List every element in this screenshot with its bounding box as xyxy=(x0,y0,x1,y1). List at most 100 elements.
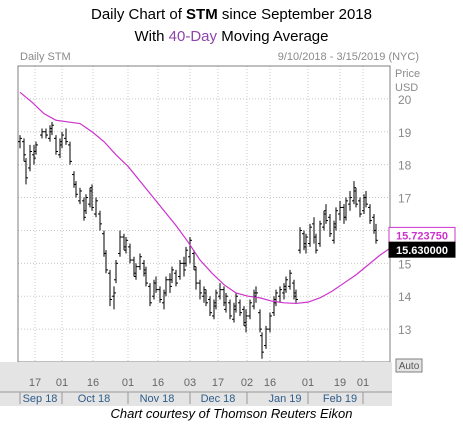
ohlc-bar xyxy=(50,121,54,136)
moving-average-line xyxy=(19,91,401,305)
ohlc-bar xyxy=(284,276,288,293)
last-price-labels: 15.723750 15.630000 xyxy=(388,226,456,258)
ohlc-bar xyxy=(254,286,258,303)
x-tick-label: 01 xyxy=(357,377,369,389)
x-tick-label: 19 xyxy=(334,377,346,389)
ohlc-bar xyxy=(334,207,338,231)
date-range: 9/10/2018 - 3/15/2019 (NYC) xyxy=(278,51,419,63)
auto-button[interactable] xyxy=(395,358,423,373)
ohlc-bar xyxy=(374,223,378,244)
ohlc-bar xyxy=(238,299,242,316)
ohlc-bar xyxy=(98,210,102,231)
ohlc-bar xyxy=(124,237,128,254)
ohlc-bar xyxy=(268,312,272,333)
ohlc-bar xyxy=(138,253,142,270)
ohlc-bar xyxy=(234,292,238,313)
ohlc-bar xyxy=(364,190,368,208)
title-prefix: Daily Chart of xyxy=(91,6,187,23)
ohlc-bar xyxy=(174,269,178,287)
ohlc-bar xyxy=(178,260,182,280)
ohlc-bar xyxy=(22,138,26,162)
subtitle-prefix: With xyxy=(134,28,169,45)
price-label-text: 15.723750 xyxy=(396,230,448,242)
ohlc-bar xyxy=(40,128,44,139)
ohlc-bar xyxy=(78,187,82,205)
y-tick-label: 14 xyxy=(398,290,412,304)
ohlc-bar xyxy=(182,256,186,277)
month-label: Dec 18 xyxy=(201,393,236,405)
ohlc-bar xyxy=(28,144,32,172)
ohlc-bar xyxy=(308,223,312,247)
ohlc-bar xyxy=(224,292,228,313)
ohlc-bar xyxy=(32,144,36,165)
ohlc-bar xyxy=(278,286,282,303)
ohlc-bar xyxy=(194,266,198,290)
ohlc-bar xyxy=(118,230,122,257)
ohlc-bar xyxy=(274,289,278,307)
title-suffix: since September 2018 xyxy=(217,6,372,23)
x-tick-label: 03 xyxy=(184,377,196,389)
ohlc-bar xyxy=(134,263,138,280)
x-tick-label: 01 xyxy=(122,377,134,389)
ohlc-bar xyxy=(288,269,292,290)
title-ticker: STM xyxy=(186,6,218,23)
y-tick-label: 13 xyxy=(398,323,412,337)
x-tick-label: 01 xyxy=(56,377,68,389)
month-label: Jan 19 xyxy=(268,393,301,405)
ohlc-bars xyxy=(18,121,378,359)
ohlc-bar xyxy=(44,128,48,139)
ohlc-bar xyxy=(328,214,332,238)
ohlc-bar xyxy=(214,289,218,310)
panel-label: Daily STM xyxy=(20,51,71,63)
y-tick-label: 20 xyxy=(398,93,412,107)
month-label: Nov 18 xyxy=(140,393,175,405)
ohlc-bar xyxy=(338,200,342,221)
x-axis-background xyxy=(0,362,392,406)
month-label: Sep 18 xyxy=(23,393,58,405)
ohlc-bar xyxy=(354,187,358,208)
ohlc-bar xyxy=(114,260,118,284)
ohlc-bar xyxy=(34,141,38,155)
chart-credit: Chart courtesy of Thomson Reuters Eikon xyxy=(110,406,353,421)
month-label: Feb 19 xyxy=(323,393,357,405)
ohlc-bar xyxy=(64,128,68,145)
ohlc-bar xyxy=(68,141,72,165)
ohlc-bar xyxy=(144,266,148,287)
price-chart[interactable]: Daily STM 9/10/2018 - 3/15/2019 (NYC) Pr… xyxy=(0,44,463,406)
ohlc-bar xyxy=(304,233,308,254)
price-label-box xyxy=(388,241,456,258)
y-tick-label: 19 xyxy=(398,126,412,140)
x-tick-label: 16 xyxy=(87,377,99,389)
ohlc-bar xyxy=(324,204,328,224)
ohlc-bar xyxy=(344,197,348,221)
ohlc-bar xyxy=(104,250,108,274)
chart-subtitle: With 40-Day Moving Average xyxy=(0,28,463,45)
ohlc-bar xyxy=(74,181,78,198)
ohlc-bar xyxy=(258,309,262,333)
x-tick-label: 01 xyxy=(302,377,314,389)
x-tick-label: 17 xyxy=(212,377,224,389)
ohlc-bar xyxy=(54,135,58,155)
ohlc-bar xyxy=(314,233,318,254)
price-axis-label: Price xyxy=(395,68,420,80)
ohlc-bar xyxy=(294,289,298,303)
x-tick-label: 17 xyxy=(29,377,41,389)
ohlc-bar xyxy=(318,220,322,247)
ohlc-bar xyxy=(264,325,268,349)
ohlc-bar xyxy=(244,309,248,333)
ohlc-bar xyxy=(158,286,162,303)
ohlc-bar xyxy=(90,184,94,211)
ohlc-bar xyxy=(148,283,152,307)
ohlc-bar xyxy=(18,135,22,149)
ohlc-bar xyxy=(368,204,372,224)
y-tick-label: 18 xyxy=(398,159,412,173)
plot-background xyxy=(0,44,463,406)
ohlc-bar xyxy=(164,276,168,297)
subtitle-highlight: 40-Day xyxy=(168,28,218,45)
chart-title: Daily Chart of STM since September 2018 xyxy=(0,6,463,23)
ohlc-bar xyxy=(348,190,352,211)
ohlc-bar xyxy=(170,266,174,284)
x-tick-label: 16 xyxy=(264,377,276,389)
ohlc-bar xyxy=(128,243,132,264)
price-label-text: 15.630000 xyxy=(396,245,448,257)
